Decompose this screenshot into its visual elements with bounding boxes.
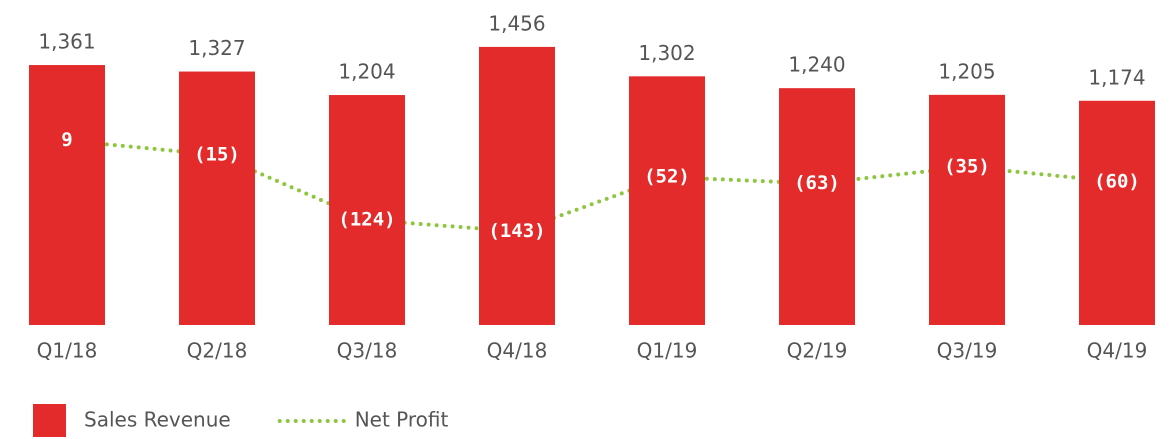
bar-value-label: 1,204 bbox=[338, 60, 395, 84]
bar bbox=[929, 94, 1005, 325]
bar bbox=[179, 71, 255, 325]
bar bbox=[329, 95, 405, 325]
bar-value-label: 1,361 bbox=[38, 30, 95, 54]
x-tick-label: Q1/18 bbox=[37, 339, 98, 363]
line-value-label: (35) bbox=[944, 155, 990, 177]
x-tick-label: Q3/19 bbox=[937, 339, 998, 363]
x-tick-label: Q4/19 bbox=[1087, 339, 1148, 363]
bar bbox=[629, 76, 705, 326]
bar bbox=[1079, 100, 1155, 326]
line-value-label: (60) bbox=[1094, 170, 1140, 192]
x-tick-label: Q2/19 bbox=[787, 339, 848, 363]
line-value-label: (63) bbox=[794, 172, 840, 194]
bar-value-label: 1,327 bbox=[188, 36, 245, 60]
x-tick-label: Q1/19 bbox=[637, 339, 698, 363]
legend-label: Sales Revenue bbox=[84, 408, 231, 432]
x-tick-label: Q4/18 bbox=[487, 339, 548, 363]
x-tick-label: Q2/18 bbox=[187, 339, 248, 363]
bar bbox=[29, 65, 105, 325]
bar bbox=[779, 88, 855, 325]
bar-value-label: 1,174 bbox=[1088, 65, 1145, 89]
bar-value-label: 1,240 bbox=[788, 53, 845, 77]
bar-value-label: 1,456 bbox=[488, 11, 545, 35]
legend-swatch bbox=[33, 404, 66, 437]
x-tick-label: Q3/18 bbox=[337, 339, 398, 363]
line-value-label: (124) bbox=[338, 208, 395, 230]
line-value-label: (143) bbox=[488, 220, 545, 242]
legend-label: Net Profit bbox=[355, 408, 449, 432]
bar bbox=[479, 46, 555, 326]
bar-value-label: 1,205 bbox=[938, 59, 995, 83]
line-value-label: 9 bbox=[61, 129, 72, 151]
line-value-label: (15) bbox=[194, 143, 240, 165]
bar-value-label: 1,302 bbox=[638, 41, 695, 65]
line-value-label: (52) bbox=[644, 165, 690, 187]
